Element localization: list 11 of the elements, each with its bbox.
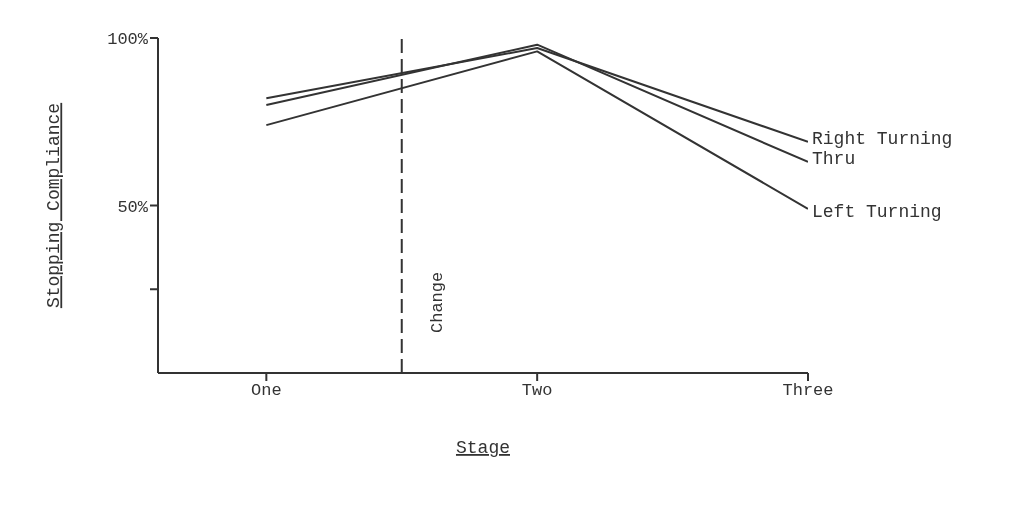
series-label: Right Turning <box>812 128 953 149</box>
y-axis-title: Stopping Compliance <box>44 102 65 309</box>
series-label: Thru <box>812 148 856 169</box>
x-tick-label: Two <box>521 381 553 401</box>
y-tick-label: 50% <box>117 197 149 217</box>
x-tick-label: One <box>251 381 282 401</box>
x-tick-label: Three <box>782 381 834 401</box>
y-tick-label: 100% <box>107 30 149 50</box>
x-axis-title: Stage <box>455 438 511 458</box>
series-label: Left Turning <box>812 201 942 222</box>
text: Change <box>427 271 447 333</box>
